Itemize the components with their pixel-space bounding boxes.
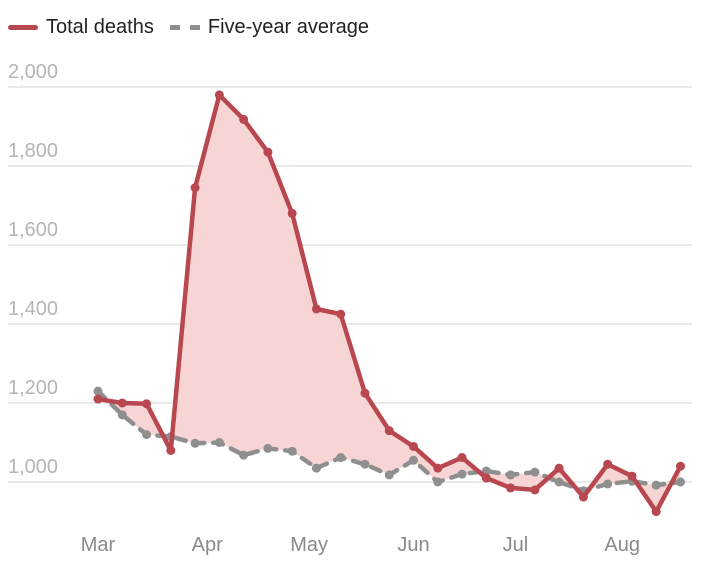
y-tick-label: 1,200 <box>8 377 58 399</box>
data-point-five-year-average <box>530 467 540 477</box>
data-point-total-deaths <box>627 471 637 481</box>
data-point-five-year-average <box>190 438 200 448</box>
legend-item-total-deaths[interactable]: Total deaths <box>8 16 154 39</box>
y-tick-label: 1,000 <box>8 456 58 478</box>
x-tick-label: Jun <box>397 534 429 556</box>
legend-label-total-deaths: Total deaths <box>46 15 154 38</box>
data-point-total-deaths <box>214 90 224 100</box>
data-point-total-deaths <box>287 208 297 218</box>
legend-swatch-dashed <box>169 24 200 30</box>
data-point-five-year-average <box>287 446 297 456</box>
data-point-total-deaths <box>239 114 249 124</box>
x-tick-label: Aug <box>604 534 640 556</box>
x-tick-label: Mar <box>81 534 116 556</box>
data-point-total-deaths <box>409 441 419 451</box>
data-point-total-deaths <box>675 461 685 471</box>
data-point-total-deaths <box>360 388 370 398</box>
x-tick-label: Jul <box>503 534 529 556</box>
excess-deaths-area <box>98 94 681 512</box>
data-point-total-deaths <box>117 398 127 408</box>
data-point-total-deaths <box>93 394 103 404</box>
y-tick-label: 1,800 <box>8 140 58 162</box>
data-point-five-year-average <box>214 438 224 447</box>
legend-label-five-year-average: Five-year average <box>207 15 370 38</box>
data-point-total-deaths <box>457 453 467 463</box>
data-point-total-deaths <box>336 309 346 319</box>
data-point-total-deaths <box>190 183 200 193</box>
y-tick-label: 1,600 <box>8 219 58 241</box>
data-point-five-year-average <box>506 470 516 480</box>
data-point-total-deaths <box>166 445 176 455</box>
data-point-total-deaths <box>554 463 564 473</box>
data-point-five-year-average <box>336 453 346 463</box>
data-point-five-year-average <box>554 477 564 487</box>
data-point-total-deaths <box>311 304 321 314</box>
data-point-total-deaths <box>481 473 491 483</box>
data-point-five-year-average <box>142 430 152 440</box>
data-point-total-deaths <box>433 463 443 473</box>
data-point-five-year-average <box>360 459 370 469</box>
data-point-five-year-average <box>239 450 249 460</box>
data-point-five-year-average <box>651 480 661 490</box>
x-tick-label: Apr <box>192 534 223 556</box>
data-point-five-year-average <box>117 410 127 420</box>
data-point-total-deaths <box>263 147 273 157</box>
data-point-total-deaths <box>384 426 394 436</box>
legend-item-five-year-average[interactable]: Five-year average <box>169 15 370 39</box>
data-point-five-year-average <box>263 443 273 453</box>
legend-swatch-solid <box>8 24 38 30</box>
data-point-five-year-average <box>675 477 685 487</box>
x-tick-label: May <box>290 534 328 556</box>
data-point-total-deaths <box>142 399 152 409</box>
chart-legend: Total deaths Five-year average <box>8 12 369 42</box>
data-point-total-deaths <box>506 483 516 493</box>
data-point-five-year-average <box>603 479 613 489</box>
data-point-total-deaths <box>651 507 661 517</box>
data-point-five-year-average <box>93 386 103 396</box>
y-tick-label: 2,000 <box>8 61 58 83</box>
data-point-five-year-average <box>433 477 443 487</box>
data-point-five-year-average <box>481 466 491 476</box>
data-point-five-year-average <box>384 470 394 480</box>
data-point-five-year-average <box>311 463 321 473</box>
data-point-total-deaths <box>603 459 613 469</box>
data-point-five-year-average <box>457 469 467 479</box>
data-point-total-deaths <box>578 492 588 502</box>
data-point-five-year-average <box>409 455 419 465</box>
y-tick-label: 1,400 <box>8 298 58 320</box>
data-point-total-deaths <box>530 485 540 495</box>
